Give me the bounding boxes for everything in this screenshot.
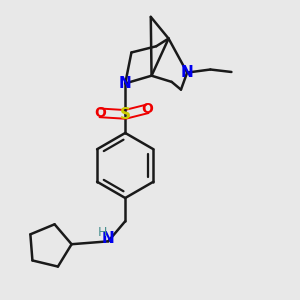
Text: N: N bbox=[119, 76, 132, 91]
Text: O: O bbox=[142, 102, 154, 116]
Text: O: O bbox=[94, 106, 106, 120]
Text: S: S bbox=[120, 107, 131, 122]
Text: N: N bbox=[181, 65, 194, 80]
Text: N: N bbox=[102, 231, 115, 246]
Text: H: H bbox=[98, 226, 107, 238]
